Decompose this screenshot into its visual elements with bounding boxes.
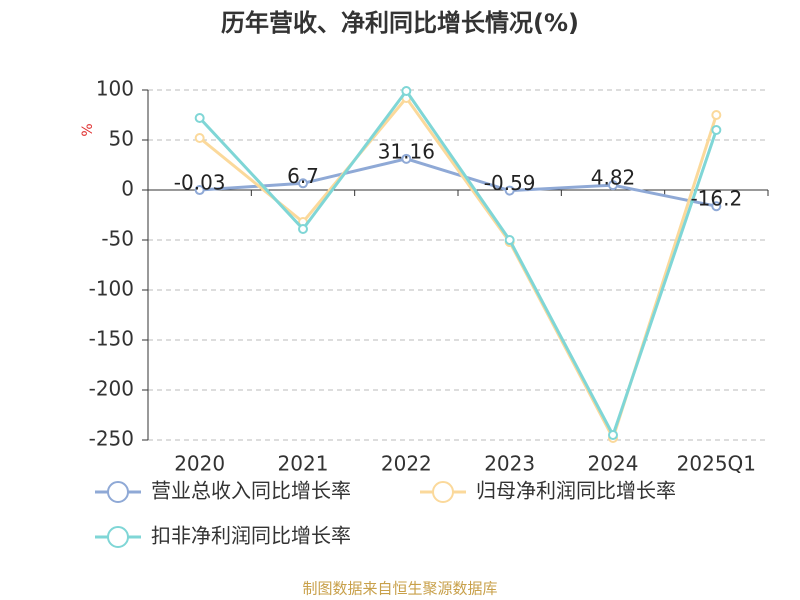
source-note: 制图数据来自恒生聚源数据库 <box>302 580 497 598</box>
point <box>194 133 205 143</box>
point <box>298 178 308 189</box>
legend-label: 营业总收入同比增长率 <box>151 479 351 503</box>
point <box>504 185 515 196</box>
data-label: 4.82 <box>591 166 636 190</box>
point <box>711 125 722 135</box>
x-tick-label: 2020 <box>174 452 225 476</box>
y-tick-label: -100 <box>89 277 134 301</box>
x-tick-label: 2023 <box>484 452 535 476</box>
legend-marker <box>107 481 129 503</box>
point <box>608 180 618 191</box>
y-tick-label: 50 <box>109 127 134 151</box>
y-tick-label: -150 <box>89 327 134 351</box>
x-tick-label: 2021 <box>278 452 329 476</box>
series-line <box>198 88 718 439</box>
x-tick-label: 2025Q1 <box>677 452 756 476</box>
y-tick-label: -50 <box>101 227 134 251</box>
point <box>711 201 722 212</box>
legend-label: 扣非净利润同比增长率 <box>151 524 351 548</box>
point <box>194 113 205 123</box>
y-tick-label: 100 <box>96 77 134 101</box>
y-tick-label: -250 <box>89 427 134 451</box>
y-axis-label: % <box>80 123 96 136</box>
point <box>298 224 308 234</box>
data-label: -0.59 <box>484 171 536 195</box>
chart-title: 历年营收、净利同比增长情况(%) <box>221 9 579 37</box>
point <box>401 153 412 164</box>
data-label: -16.2 <box>690 187 742 211</box>
x-tick-label: 2022 <box>381 452 432 476</box>
legend-label: 归母净利润同比增长率 <box>476 479 676 503</box>
point <box>504 235 515 245</box>
point <box>711 110 722 120</box>
series-line <box>199 157 717 208</box>
point <box>401 86 412 96</box>
data-label: 6.7 <box>287 164 319 188</box>
data-label: -0.03 <box>174 171 226 195</box>
legend-marker <box>432 481 454 503</box>
data-label: 31.16 <box>378 139 435 163</box>
x-tick-label: 2024 <box>588 452 639 476</box>
series-line <box>198 95 718 442</box>
y-tick-label: -200 <box>89 377 134 401</box>
point <box>194 185 205 196</box>
point <box>608 430 618 440</box>
y-tick-label: 0 <box>121 177 134 201</box>
legend-marker <box>107 526 129 548</box>
